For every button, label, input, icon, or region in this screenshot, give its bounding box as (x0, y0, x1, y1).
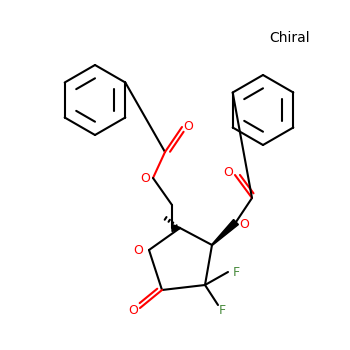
Text: O: O (239, 217, 249, 231)
Polygon shape (172, 224, 180, 231)
Polygon shape (212, 219, 238, 245)
Text: F: F (232, 266, 239, 279)
Text: Chiral: Chiral (270, 31, 310, 45)
Text: O: O (223, 167, 233, 180)
Text: O: O (128, 303, 138, 316)
Text: O: O (183, 119, 193, 133)
Text: O: O (140, 173, 150, 186)
Text: F: F (218, 304, 225, 317)
Text: O: O (133, 245, 143, 258)
